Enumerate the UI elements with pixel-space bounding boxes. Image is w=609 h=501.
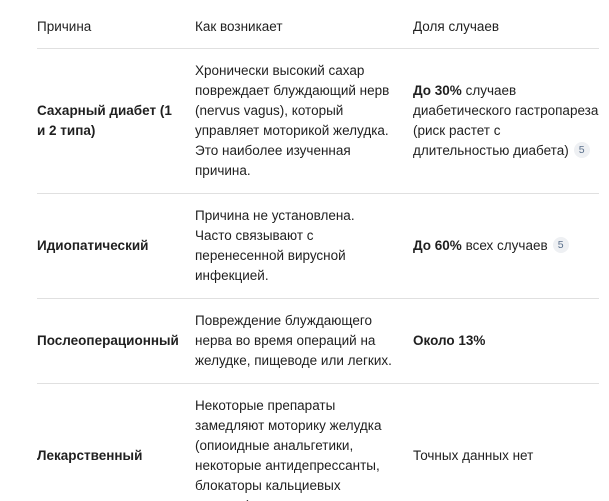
column-header-mechanism: Как возникает	[195, 0, 413, 49]
gastroparesis-causes-table: Причина Как возникает Доля случаев Сахар…	[37, 0, 599, 501]
citation-badge[interactable]: 5	[573, 142, 590, 159]
share-cell: Точных данных нет	[413, 383, 599, 501]
share-cell: Около 13%	[413, 298, 599, 384]
share-text: Точных данных нет	[413, 448, 534, 463]
citation-badge[interactable]: 5	[552, 237, 569, 254]
share-text: всех случаев	[461, 238, 548, 253]
cause-cell: Идиопатический	[37, 193, 195, 299]
mechanism-cell: Причина не установлена. Часто связывают …	[195, 193, 413, 299]
mechanism-cell: Хронически высокий сахар повреждает блуж…	[195, 48, 413, 194]
table-row-idiopathic: Идиопатический Причина не установлена. Ч…	[37, 193, 599, 299]
cause-cell: Лекарственный	[37, 383, 195, 501]
cause-cell: Сахарный диабет (1 и 2 типа)	[37, 48, 195, 194]
column-header-cause: Причина	[37, 0, 195, 49]
table-row-diabetes: Сахарный диабет (1 и 2 типа) Хронически …	[37, 48, 599, 194]
share-cell: До 30% случаев диабетического гастропаре…	[413, 48, 599, 194]
column-header-share: Доля случаев	[413, 0, 599, 49]
share-value: Около 13%	[413, 333, 486, 348]
header-row: Причина Как возникает Доля случаев	[37, 0, 599, 49]
mechanism-cell: Некоторые препараты замедляют моторику ж…	[195, 383, 413, 501]
table-row-postoperative: Послеоперационный Повреждение блуждающег…	[37, 298, 599, 384]
share-cell: До 60% всех случаев 5	[413, 193, 599, 299]
share-value: До 60%	[413, 238, 462, 253]
causes-table: Причина Как возникает Доля случаев Сахар…	[37, 0, 599, 501]
mechanism-cell: Повреждение блуждающего нерва во время о…	[195, 298, 413, 384]
table-row-medication: Лекарственный Некоторые препараты замедл…	[37, 383, 599, 501]
share-value: До 30%	[413, 83, 462, 98]
share-text: случаев диабетического гастропареза (рис…	[413, 83, 599, 158]
cause-cell: Послеоперационный	[37, 298, 195, 384]
